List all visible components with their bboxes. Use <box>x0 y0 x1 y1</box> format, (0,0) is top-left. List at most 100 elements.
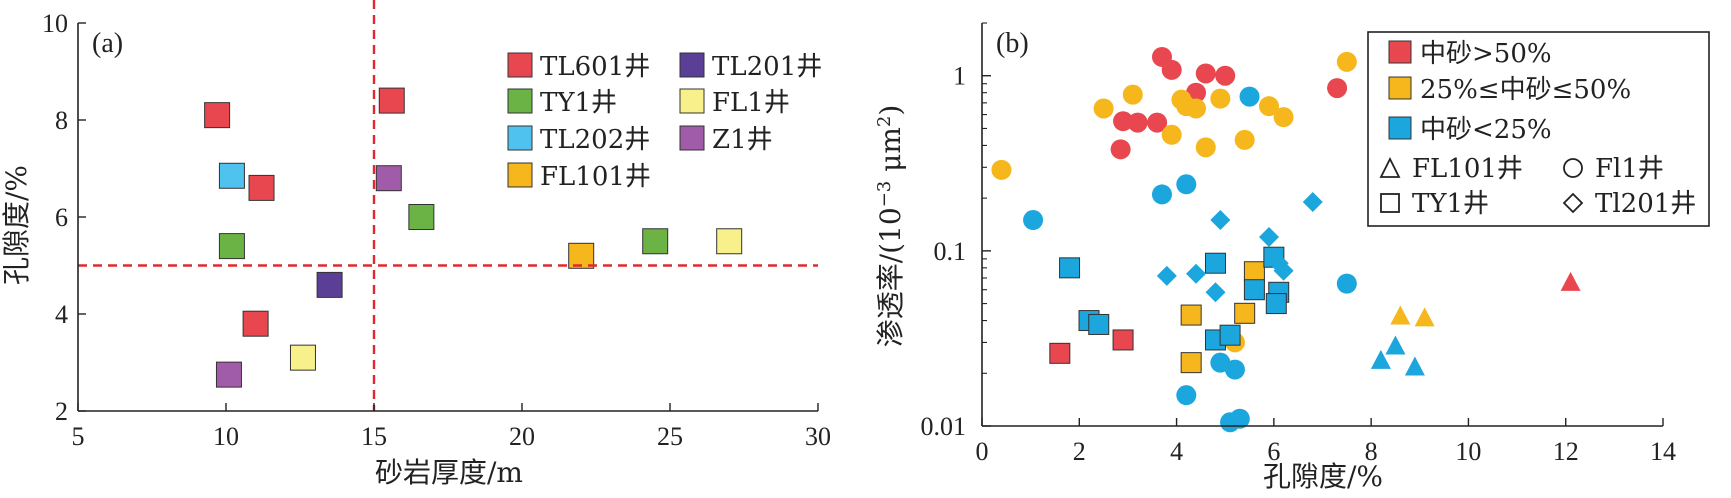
chart-b-point <box>1243 279 1265 301</box>
chart-b-panel-label: (b) <box>996 28 1029 59</box>
chart-b-point <box>1195 63 1216 84</box>
chart-b-ylabel-exp: −3 <box>874 181 895 208</box>
chart-a-legend-label: TL202井 <box>540 125 650 155</box>
chart-b-x-tick-label: 6 <box>1267 437 1280 466</box>
chart-b-point <box>1234 302 1256 324</box>
chart-a-axes <box>77 23 818 412</box>
chart-b-point <box>1161 124 1182 145</box>
chart-b-ylabel: 渗透率/(10−3 μm2) <box>874 105 907 348</box>
chart-a-legend-swatch <box>679 125 705 151</box>
chart-b-legend-shape-label: Tl201井 <box>1595 189 1696 219</box>
chart-b-point <box>1234 129 1255 150</box>
chart-b-point <box>1088 313 1110 335</box>
chart-b-legend: 中砂>50% 25%≤中砂≤50% 中砂<25% FL101井 Fl1井 TY1井 Tl20… <box>1367 31 1710 227</box>
chart-b-point <box>1243 261 1265 283</box>
chart-a-legend-label: FL101井 <box>540 162 651 192</box>
chart-b-point <box>1127 112 1148 133</box>
chart-a-legend-swatch <box>679 52 705 78</box>
chart-a-legend-swatch <box>507 88 533 114</box>
chart-b-legend-shape-label: TY1井 <box>1412 189 1489 219</box>
chart-b-ticks: 0 2 4 6 8 10 12 14 0.01 0.1 1 <box>921 22 1676 466</box>
chart-b-point <box>1156 265 1177 286</box>
chart-a-legend-label: FL1井 <box>712 88 790 118</box>
chart-a-x-tick-label: 30 <box>805 422 831 451</box>
chart-a-point <box>218 233 245 260</box>
chart-a-y-tick-label: 2 <box>55 397 68 426</box>
chart-a-legend-swatch <box>507 162 533 188</box>
chart-a-y-tick-label: 6 <box>55 203 68 232</box>
chart-b-point <box>1370 349 1391 369</box>
chart-a-legend-label: TL601井 <box>540 52 650 82</box>
chart-b-legend-shape <box>1562 192 1584 214</box>
chart-b-legend-box <box>1367 31 1710 227</box>
chart-b-point <box>1113 111 1134 132</box>
chart-b-y-tick-label: 0.01 <box>921 412 967 441</box>
chart-a-point <box>215 361 242 388</box>
chart-a-point <box>568 242 595 269</box>
chart-b-x-tick-label: 4 <box>1170 437 1183 466</box>
chart-b-x-tick-label: 10 <box>1455 437 1481 466</box>
chart-a-legend-swatch <box>507 52 533 78</box>
chart-a-ylabel: 孔隙度/% <box>0 165 33 285</box>
chart-b-legend-label: 25%≤中砂≤50% <box>1420 75 1631 105</box>
chart-b-legend-swatch <box>1388 40 1412 64</box>
chart-b-point <box>1302 192 1323 213</box>
chart-b-x-tick-label: 12 <box>1553 437 1579 466</box>
chart-b-legend-shape-label: Fl1井 <box>1595 154 1664 184</box>
chart-b-point <box>1336 273 1357 294</box>
chart-b-point <box>1205 282 1226 303</box>
chart-a-legend-label: TY1井 <box>540 88 617 118</box>
chart-b-point <box>1122 84 1143 105</box>
chart-b-point <box>1195 137 1216 158</box>
chart-a-point <box>378 87 405 114</box>
chart-b-xlabel: 孔隙度/% <box>1263 460 1383 493</box>
chart-b-point <box>1224 359 1245 380</box>
chart-b-point <box>1220 412 1241 433</box>
chart-b-point <box>1180 304 1202 326</box>
chart-a-point <box>289 344 316 371</box>
chart-b-legend-shape <box>1379 156 1401 178</box>
chart-b-point <box>1186 263 1207 284</box>
chart-a-x-tick-label: 25 <box>657 422 683 451</box>
chart-b-point <box>1112 329 1134 351</box>
chart-b-point <box>1404 356 1425 376</box>
chart-b-point <box>1273 260 1294 281</box>
chart-b-point <box>1210 88 1231 109</box>
chart-b: (b) 0 2 4 6 8 10 12 14 0.01 0.1 1 中砂>50% 25%≤中砂≤50%… <box>874 22 1710 493</box>
chart-a-ticks: 5 10 15 20 25 30 2 4 6 8 10 <box>42 9 831 451</box>
chart-b-point <box>1180 352 1202 374</box>
chart-a-point <box>204 102 231 129</box>
chart-b-legend-label: 中砂<25% <box>1420 115 1552 145</box>
chart-b-legend-swatch <box>1388 116 1412 140</box>
chart-b-point <box>1059 257 1081 279</box>
chart-b-point <box>1215 65 1236 86</box>
chart-b-point <box>1110 139 1131 160</box>
chart-a-x-tick-label: 10 <box>213 422 239 451</box>
chart-b-ylabel-unit-exp: 2 <box>874 116 895 127</box>
chart-b-point <box>1147 112 1168 133</box>
chart-a-point <box>408 204 435 230</box>
chart-b-point <box>1336 51 1357 72</box>
chart-b-point <box>1258 96 1279 117</box>
chart-a-point <box>642 228 669 255</box>
chart-a-legend-label: Z1井 <box>712 125 773 155</box>
chart-b-point <box>1204 252 1226 274</box>
chart-b-y-tick-label: 1 <box>953 62 966 91</box>
chart-b-point <box>1265 293 1287 315</box>
chart-b-x-tick-label: 0 <box>976 437 989 466</box>
chart-b-point <box>1560 271 1581 291</box>
chart-b-point <box>1186 98 1207 119</box>
chart-a-y-tick-label: 4 <box>55 300 68 329</box>
chart-b-ylabel-unit: μm <box>874 127 907 181</box>
chart-b-point <box>1414 307 1435 327</box>
chart-b-point <box>1210 210 1231 231</box>
chart-b-x-tick-label: 8 <box>1365 437 1378 466</box>
chart-a-point <box>218 162 245 189</box>
chart-b-point <box>1151 184 1172 205</box>
chart-a-x-tick-label: 20 <box>509 422 535 451</box>
chart-a-point <box>248 174 275 201</box>
chart-b-point <box>1176 174 1197 195</box>
chart-b-point <box>1258 226 1279 247</box>
chart-a-x-tick-label: 5 <box>72 422 85 451</box>
